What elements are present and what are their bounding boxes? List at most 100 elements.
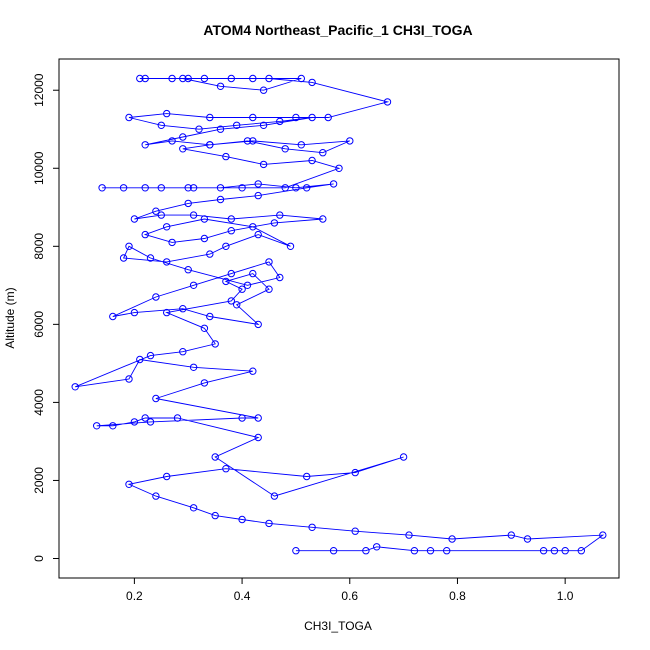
data-point xyxy=(152,207,160,215)
data-point xyxy=(109,422,117,430)
data-point xyxy=(249,137,257,145)
data-point xyxy=(189,363,198,371)
data-point xyxy=(308,78,316,87)
data-point xyxy=(141,184,149,192)
data-point xyxy=(184,266,192,274)
data-point xyxy=(426,547,435,555)
data-point xyxy=(109,312,117,321)
y-tick-label: 12000 xyxy=(32,73,46,107)
data-point xyxy=(233,121,241,130)
x-tick-label: 0.2 xyxy=(126,589,143,603)
data-point xyxy=(136,74,144,83)
data-point xyxy=(259,160,268,169)
data-point xyxy=(211,453,219,461)
data-point xyxy=(292,113,300,122)
data-point xyxy=(254,191,262,200)
series-points xyxy=(71,74,607,555)
data-point xyxy=(163,109,171,118)
data-point xyxy=(125,242,133,251)
data-point xyxy=(270,492,279,500)
data-point xyxy=(276,273,284,282)
data-point xyxy=(211,511,219,520)
series-line xyxy=(75,78,605,552)
y-tick-label: 0 xyxy=(32,555,46,562)
x-axis: 0.2 0.4 0.6 0.8 1.0 xyxy=(126,577,574,603)
data-point xyxy=(507,531,515,539)
data-point xyxy=(227,269,236,278)
data-point xyxy=(163,223,171,231)
data-point xyxy=(222,152,230,161)
data-point xyxy=(168,74,176,83)
data-point xyxy=(265,74,273,83)
data-point xyxy=(200,324,209,332)
data-point xyxy=(130,308,139,317)
y-tick-label: 4000 xyxy=(32,389,46,416)
data-point xyxy=(189,184,198,192)
data-point xyxy=(254,433,262,442)
data-point xyxy=(410,547,419,555)
data-point xyxy=(200,215,209,223)
data-point xyxy=(211,340,219,348)
data-point xyxy=(448,535,456,543)
chart-title: ATOM4 Northeast_Pacific_1 CH3I_TOGA xyxy=(203,22,472,38)
data-point xyxy=(206,113,214,122)
data-point xyxy=(157,184,166,192)
data-point xyxy=(254,230,262,239)
data-point xyxy=(281,184,289,192)
data-point xyxy=(270,219,279,227)
data-point xyxy=(265,258,273,266)
data-point xyxy=(200,379,209,387)
data-point xyxy=(265,519,273,528)
data-point xyxy=(216,82,225,91)
data-point xyxy=(238,414,246,422)
data-point xyxy=(125,113,133,122)
x-tick-label: 1.0 xyxy=(557,589,574,603)
x-axis-label: CH3I_TOGA xyxy=(304,619,372,633)
data-point xyxy=(189,504,198,512)
data-point xyxy=(351,527,359,535)
data-point xyxy=(243,137,252,145)
data-point xyxy=(265,285,273,293)
data-point xyxy=(405,531,413,539)
data-point xyxy=(146,254,155,262)
data-point xyxy=(179,305,187,313)
data-point xyxy=(125,480,133,488)
data-point xyxy=(227,227,236,235)
data-point xyxy=(216,184,225,192)
x-tick-label: 0.4 xyxy=(234,589,251,603)
data-point xyxy=(303,184,311,192)
data-point xyxy=(523,535,532,543)
data-point xyxy=(179,133,187,141)
data-point xyxy=(383,98,392,106)
x-tick-label: 0.6 xyxy=(341,589,358,603)
data-point xyxy=(227,297,236,305)
data-point xyxy=(152,293,160,301)
data-point xyxy=(286,242,295,251)
data-point xyxy=(119,254,128,262)
data-point xyxy=(163,258,171,266)
data-point xyxy=(238,515,246,524)
data-point xyxy=(292,184,300,192)
data-point xyxy=(179,145,187,153)
y-tick-label: 2000 xyxy=(32,467,46,494)
y-tick-label: 6000 xyxy=(32,311,46,338)
data-point xyxy=(308,523,316,531)
data-point xyxy=(119,184,128,192)
data-point xyxy=(136,355,144,364)
data-point xyxy=(206,141,214,149)
data-point xyxy=(373,543,381,551)
data-point xyxy=(233,301,241,309)
data-point xyxy=(362,547,370,555)
data-point xyxy=(281,145,289,153)
data-point xyxy=(254,414,262,422)
data-point xyxy=(249,269,257,278)
data-point xyxy=(324,113,332,122)
data-point xyxy=(141,74,149,83)
data-point xyxy=(146,351,155,360)
data-point xyxy=(222,277,230,286)
data-point xyxy=(249,367,257,375)
data-point xyxy=(259,121,268,130)
data-point xyxy=(335,164,343,173)
data-point xyxy=(206,312,214,321)
